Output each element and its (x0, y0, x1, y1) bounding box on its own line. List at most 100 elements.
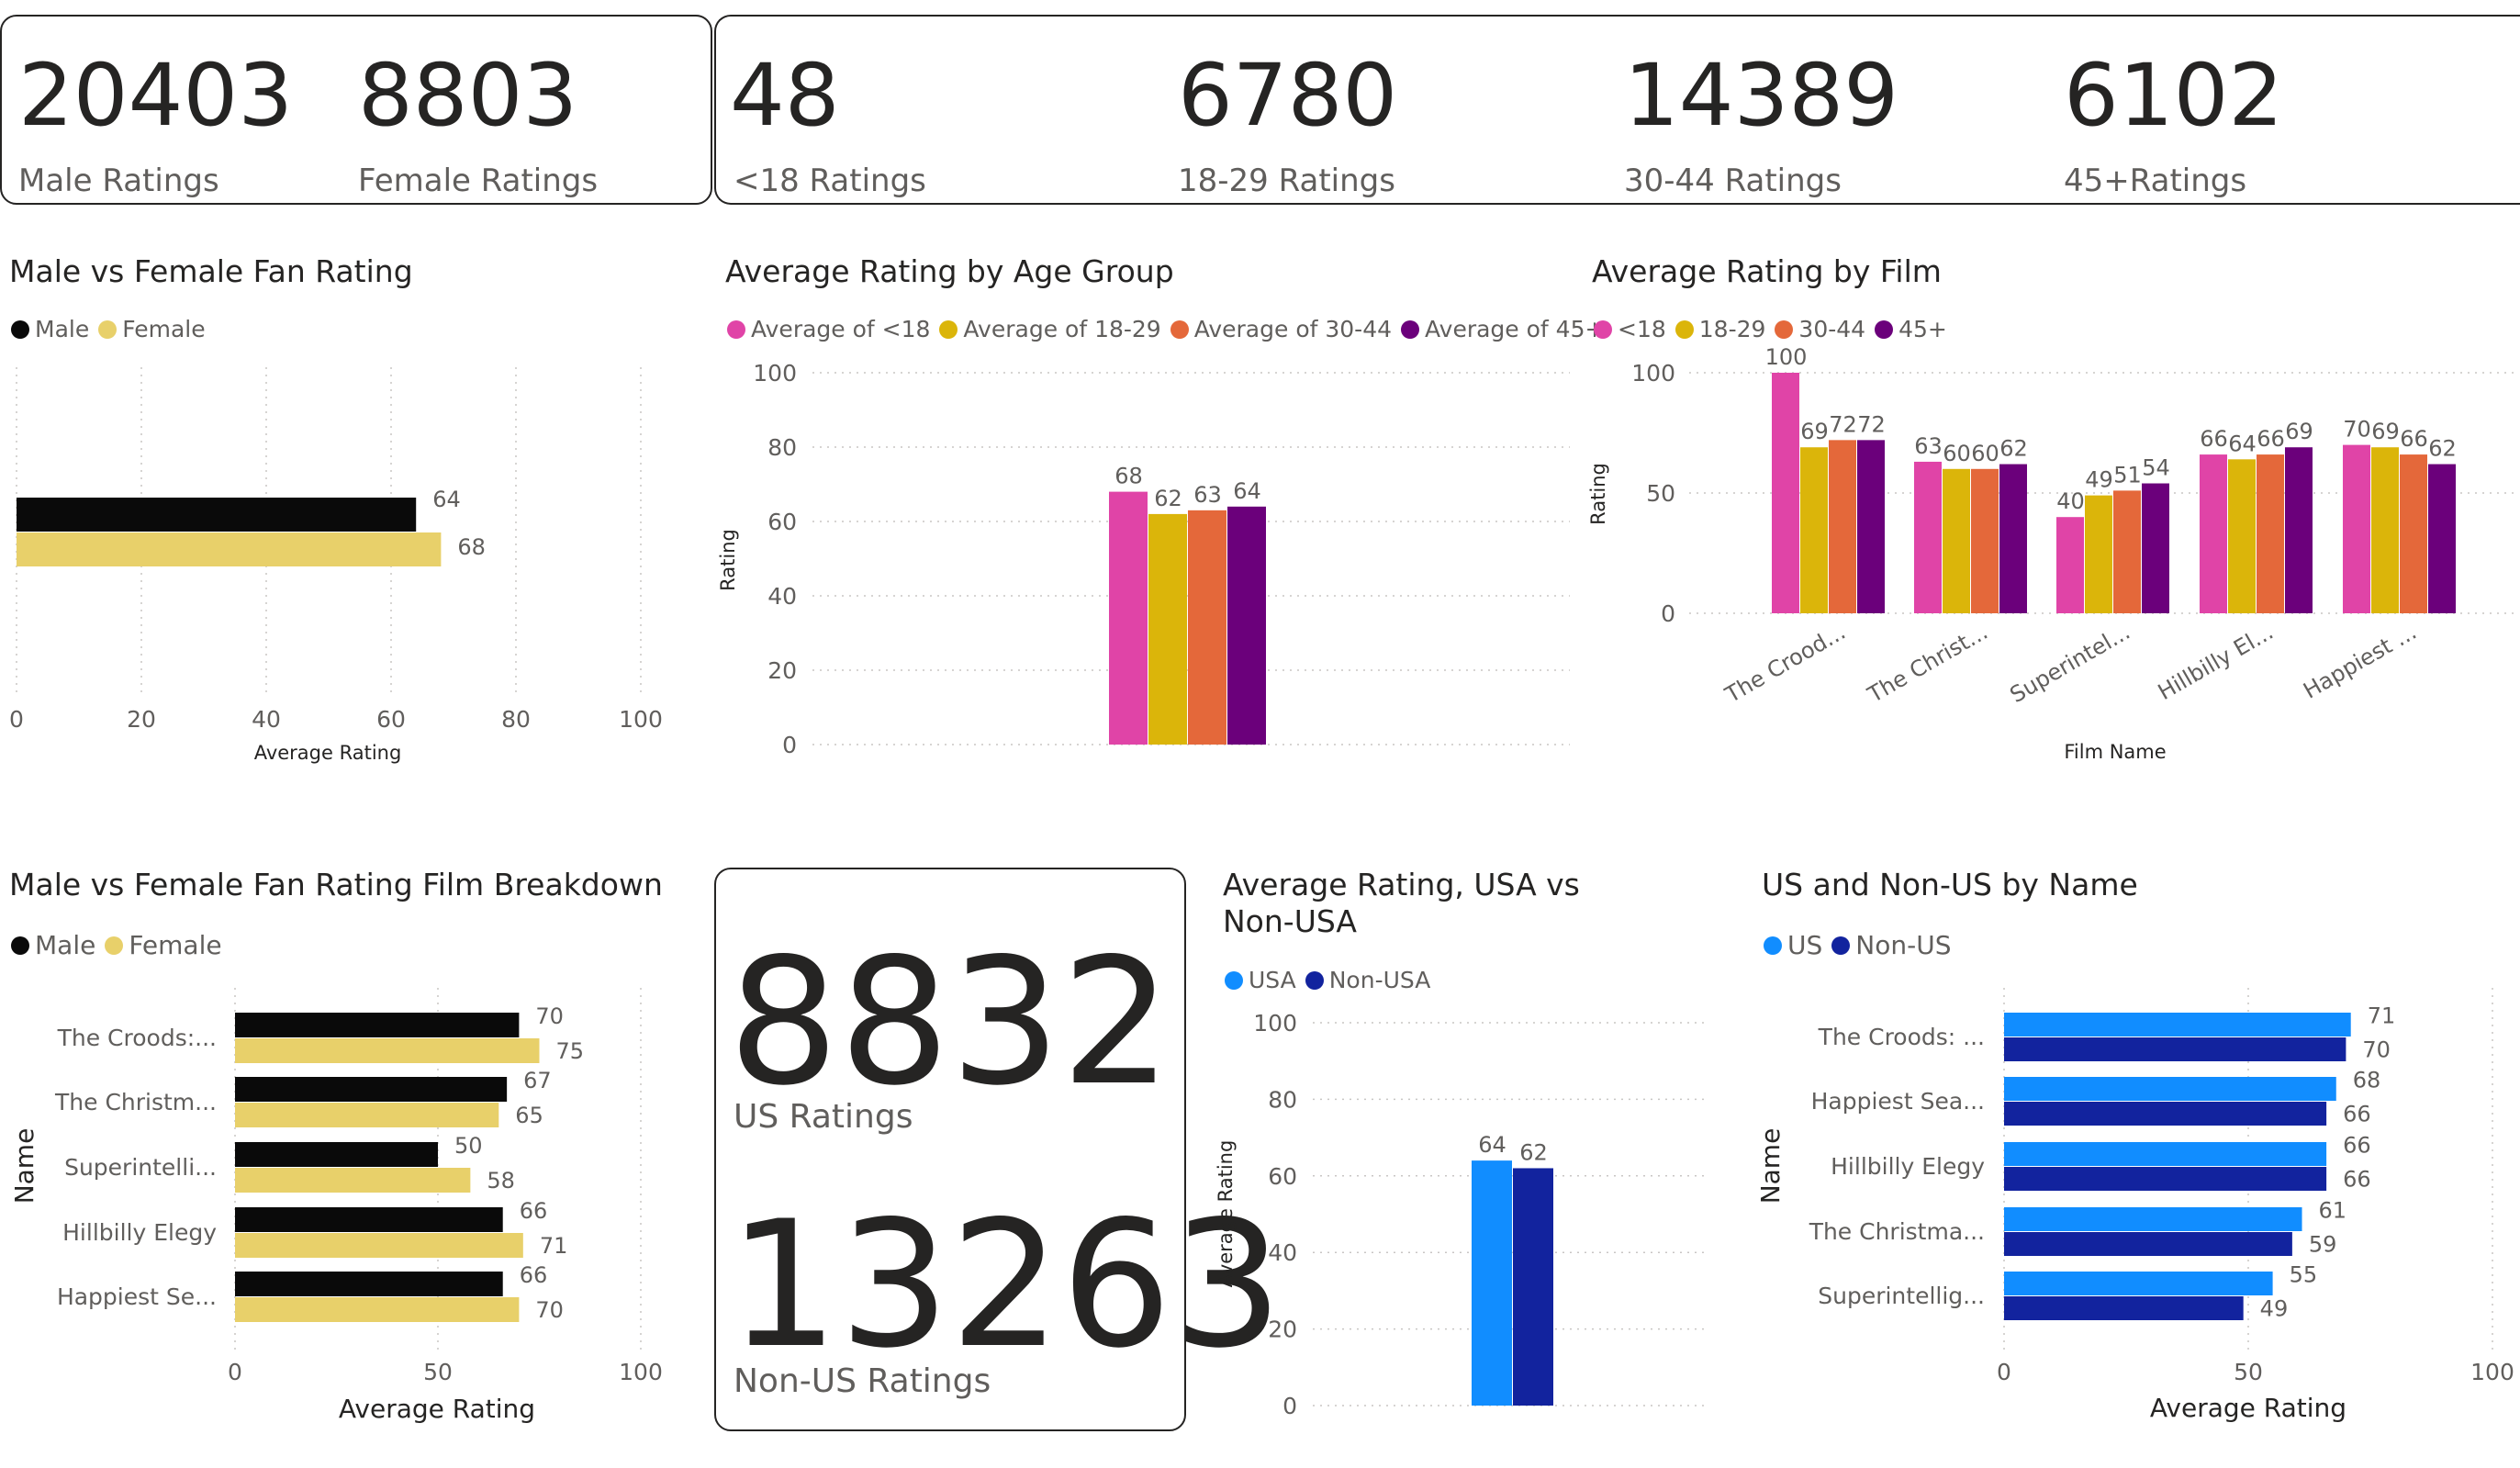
legend-item-30-44[interactable]: 30-44 (1775, 316, 1865, 342)
legend-label: Female (122, 316, 206, 342)
y-tick-label: The Croods:... (57, 1025, 217, 1051)
usa-chart-title: Average Rating, USA vs Non-USA (1223, 867, 1580, 939)
data-label: 68 (457, 534, 486, 560)
data-label: 64 (1233, 478, 1261, 504)
legend-label: Average of 30-44 (1193, 316, 1393, 342)
data-label: 66 (2257, 426, 2285, 452)
y-tick-label: 40 (767, 583, 797, 610)
bar (2228, 459, 2256, 613)
bar (2004, 1232, 2292, 1256)
bar (235, 1272, 503, 1296)
male-ratings-label: Male Ratings (18, 162, 219, 199)
data-label: 70 (535, 1003, 564, 1029)
bar (2004, 1142, 2327, 1166)
x-tick-label: The Crood... (1720, 619, 1850, 709)
legend-dot-18-29 (1674, 319, 1694, 339)
legend-item-us[interactable]: US (1764, 930, 1822, 960)
data-label: 60 (1943, 441, 1971, 466)
legend-dot-30-44 (1170, 319, 1189, 339)
legend-label: US (1787, 930, 1823, 960)
data-label: 50 (454, 1133, 483, 1159)
legend-dot-u18 (727, 319, 745, 339)
x-tick-label: 50 (2234, 1359, 2263, 1385)
18-29-ratings-label: 18-29 Ratings (1178, 162, 1395, 199)
bar (235, 1207, 503, 1232)
data-label: 40 (2056, 488, 2085, 514)
data-label: 64 (2228, 431, 2257, 456)
bar (1857, 440, 1885, 613)
bar (1800, 447, 1828, 613)
us-name-chart-title: US and Non-US by Name (1762, 867, 2138, 902)
gender-film-bar-chart: 0 50 100 Average Rating Name 70 75 The Croods:.… (9, 988, 663, 1424)
data-label: 54 (2142, 455, 2170, 481)
bar (2285, 447, 2313, 613)
x-tick-label: 0 (9, 706, 24, 733)
legend-item-male[interactable]: Male (11, 316, 89, 342)
bar (2004, 1077, 2336, 1101)
y-tick-label: 100 (1631, 360, 1675, 387)
legend-item-18-29[interactable]: 18-29 (1674, 316, 1765, 342)
legend-item-male[interactable]: Male (11, 930, 95, 960)
data-label: 71 (540, 1233, 568, 1259)
legend-label: Non-USA (1328, 967, 1431, 993)
legend-item-non-usa[interactable]: Non-USA (1305, 967, 1431, 993)
bar (2142, 483, 2169, 613)
data-label: 68 (1114, 464, 1143, 489)
legend-item-female[interactable]: Female (98, 316, 206, 342)
bar (17, 532, 442, 566)
legend-dot-non-us (1831, 936, 1851, 955)
data-label: 72 (1829, 411, 1857, 437)
legend-item-30-44[interactable]: Average of 30-44 (1170, 316, 1392, 342)
data-label: 49 (2260, 1296, 2289, 1322)
us-name-chart-legend: US Non-US (1764, 930, 1960, 960)
18-29-ratings-value: 6780 (1178, 46, 1398, 146)
data-label: 63 (1914, 433, 1943, 459)
legend-label: Female (129, 930, 222, 960)
bar (2004, 1296, 2244, 1320)
us-name-bar-chart: 0 50 100 Average Rating Name 71 70 The Croods: … (1755, 988, 2514, 1423)
bar (2004, 1013, 2351, 1037)
bar (235, 1077, 508, 1102)
data-label: 63 (1193, 482, 1222, 508)
legend-item-usa[interactable]: USA (1225, 967, 1296, 993)
x-tick-label: 100 (619, 1359, 663, 1385)
legend-item-female[interactable]: Female (105, 930, 222, 960)
legend-item-u18[interactable]: <18 (1594, 316, 1666, 342)
bar (2400, 454, 2427, 613)
bar (2200, 454, 2227, 613)
bar (1513, 1168, 1553, 1406)
age-chart-title: Average Rating by Age Group (725, 253, 1174, 289)
legend-item-18-29[interactable]: Average of 18-29 (939, 316, 1161, 342)
bar (2371, 447, 2399, 613)
legend-dot-female (98, 319, 118, 339)
data-label: 49 (2085, 467, 2113, 493)
legend-dot-female (105, 936, 124, 955)
gender-film-chart-title: Male vs Female Fan Rating Film Breakdown (9, 867, 663, 902)
x-axis-title: Film Name (2064, 741, 2166, 763)
x-tick-label: 20 (127, 706, 156, 733)
x-tick-label: 80 (501, 706, 531, 733)
gender-chart-legend: Male Female (11, 316, 215, 342)
data-label: 65 (515, 1103, 543, 1128)
45-ratings-value: 6102 (2064, 46, 2284, 146)
bar (235, 1233, 523, 1258)
x-axis-title: Average Rating (254, 742, 402, 764)
bar (1829, 440, 1856, 613)
legend-item-u18[interactable]: Average of <18 (727, 316, 930, 342)
data-label: 66 (2343, 1167, 2371, 1193)
legend-item-45[interactable]: 45+ (1875, 316, 1947, 342)
legend-dot-non-usa (1305, 970, 1324, 990)
y-axis-title: Name (9, 1128, 39, 1205)
legend-item-45[interactable]: Average of 45+ (1401, 316, 1604, 342)
data-label: 62 (2428, 436, 2457, 462)
y-tick-label: 0 (1282, 1393, 1297, 1419)
30-44-ratings-label: 30-44 Ratings (1624, 162, 1842, 199)
bar (2056, 517, 2084, 613)
age-chart-legend: Average of <18 Average of 18-29 Average … (727, 316, 1613, 342)
y-tick-label: Hillbilly Elegy (1831, 1153, 1985, 1180)
y-tick-label: 50 (1646, 480, 1675, 507)
female-ratings-label: Female Ratings (358, 162, 599, 199)
bar (1472, 1160, 1512, 1406)
legend-item-non-us[interactable]: Non-US (1831, 930, 1951, 960)
data-label: 62 (1999, 436, 2028, 462)
